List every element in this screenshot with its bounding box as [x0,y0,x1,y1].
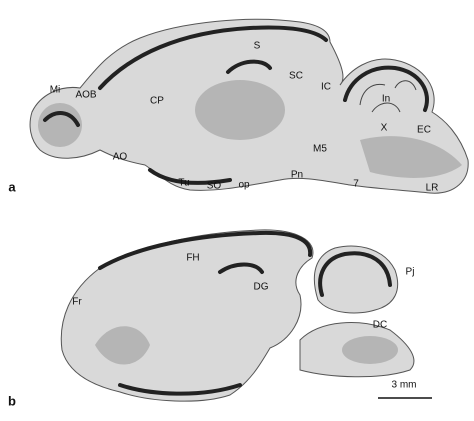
hippocampus [226,59,272,74]
annotation: EC [417,125,431,136]
brainstem-region [360,136,462,178]
ventral-layer [148,168,232,185]
annotation: In [382,94,390,105]
brainstem-region [342,336,398,364]
annotation: Pn [291,170,303,181]
annotation: DC [373,320,387,331]
annotation: SC [289,71,303,82]
hippocampus [218,262,264,274]
cerebellum-folia-inner [359,80,417,113]
annotation: X [381,123,388,134]
annotation: S [254,41,261,52]
annotation: AOB [75,90,96,101]
cerebellum [313,245,399,314]
annotation: op [238,180,250,191]
ventral-layer [118,383,242,396]
annotation: DG [254,282,269,293]
annotation: 7 [353,179,359,190]
cortex-layer [98,230,313,270]
annotation: M5 [313,144,327,155]
annotation: Fr [72,297,82,308]
cerebellum-folia [318,251,392,297]
section-b [60,229,415,402]
annotation: AO [113,152,128,163]
striatum-region [95,326,150,365]
annotation: FH [186,253,199,264]
cerebellum-folia [343,65,429,112]
annotation: LR [426,183,439,194]
panel-label: b [8,393,16,408]
annotation: Pj [406,267,415,278]
olfactory-bulb [38,103,82,147]
annotation: SO [207,181,222,192]
cortex-layer [98,25,328,90]
annotation: IC [321,82,331,93]
annotation: CP [150,96,164,107]
section-a [29,18,469,194]
olfactory-layer [43,111,80,127]
panel-label: a [8,179,16,194]
annotation: Tu [178,178,189,189]
scale-bar-label: 3 mm [392,380,417,391]
thalamus-region [195,80,285,140]
annotation: Mi [50,85,61,96]
